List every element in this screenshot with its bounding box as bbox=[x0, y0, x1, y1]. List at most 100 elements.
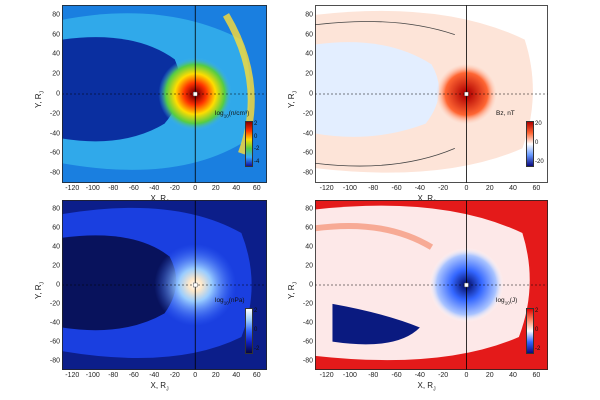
plot-area-1 bbox=[62, 5, 267, 183]
colorbar-title: log10(n/cm³) bbox=[215, 110, 249, 118]
colorbar bbox=[245, 121, 253, 167]
colorbar-tick-label: 0 bbox=[535, 140, 539, 146]
x-tick-label: -40 bbox=[149, 185, 160, 192]
x-axis-label: X, RJ bbox=[151, 381, 169, 393]
y-tick-label: -80 bbox=[49, 357, 60, 365]
x-tick-label: -120 bbox=[65, 185, 80, 192]
x-tick-label: -100 bbox=[85, 185, 100, 192]
x-tick-label: -20 bbox=[438, 372, 449, 379]
planet-marker bbox=[193, 91, 198, 97]
x-tick-label: -120 bbox=[319, 372, 334, 379]
x-tick-label: 20 bbox=[211, 372, 220, 379]
planet-marker bbox=[193, 282, 198, 288]
contour-line-north bbox=[315, 21, 455, 36]
colorbar bbox=[245, 308, 253, 354]
y-axis-label-sub: J bbox=[292, 281, 299, 285]
y-tick-label: -20 bbox=[302, 110, 313, 118]
x-axis-label-text: X, R bbox=[417, 381, 434, 390]
x-tick-label: 40 bbox=[232, 185, 241, 192]
x-tick-label: 20 bbox=[485, 372, 494, 379]
x-tick-label: -80 bbox=[108, 185, 119, 192]
tail-field-region bbox=[315, 42, 439, 137]
tail-lobe-region bbox=[62, 235, 177, 331]
colorbar-tick-label: -2 bbox=[254, 146, 260, 153]
y-axis-label: Y, RJ bbox=[34, 91, 46, 108]
y-axis-label-sub: J bbox=[292, 90, 299, 94]
y-tick-label: 0 bbox=[309, 90, 313, 98]
colorbar-title-base: log bbox=[496, 297, 505, 304]
plot-area-3 bbox=[62, 200, 267, 370]
y-axis-label: Y, RJ bbox=[34, 282, 46, 299]
x-tick-label: 0 bbox=[464, 185, 469, 192]
y-tick-label: 80 bbox=[52, 205, 60, 213]
heatmap-svg-3 bbox=[62, 200, 267, 370]
y-tick-label: -60 bbox=[49, 149, 60, 157]
x-tick-label: -60 bbox=[128, 185, 139, 192]
y-tick-label: 20 bbox=[52, 70, 60, 78]
plot-area-4 bbox=[315, 200, 548, 370]
plot-frame bbox=[62, 5, 267, 183]
x-tick-label: -60 bbox=[128, 372, 139, 379]
x-tick-label: 60 bbox=[532, 185, 541, 192]
y-tick-label: -20 bbox=[49, 110, 60, 118]
y-axis-label-text: Y, R bbox=[34, 284, 43, 299]
plot-frame bbox=[315, 200, 548, 370]
y-tick-label: -60 bbox=[302, 338, 313, 346]
colorbar-tick-label: 2 bbox=[254, 308, 258, 314]
y-axis-label-sub: J bbox=[39, 281, 46, 285]
y-tick-label: -40 bbox=[302, 130, 313, 138]
x-tick-label: -40 bbox=[414, 185, 425, 192]
y-tick-label: -80 bbox=[302, 357, 313, 365]
y-tick-label: 80 bbox=[52, 11, 60, 19]
colorbar-title: Bz, nT bbox=[496, 110, 515, 117]
y-tick-label: 20 bbox=[305, 70, 313, 78]
colorbar-tick-label: -4 bbox=[254, 159, 260, 165]
planet-marker bbox=[464, 282, 469, 288]
x-tick-label: 60 bbox=[532, 372, 541, 379]
x-axis-label-sub: J bbox=[166, 386, 169, 393]
x-tick-label: -100 bbox=[85, 372, 100, 379]
contour-line-south bbox=[315, 148, 455, 167]
y-tick-label: 60 bbox=[305, 31, 313, 39]
y-tick-label: 20 bbox=[305, 262, 313, 270]
x-tick-label: -80 bbox=[368, 185, 379, 192]
tail-low-current-region bbox=[332, 303, 420, 345]
x-tick-label: 20 bbox=[211, 185, 220, 192]
tail-lobe-region bbox=[62, 37, 181, 142]
x-tick-label: 40 bbox=[509, 372, 517, 379]
colorbar-title-base: log bbox=[215, 297, 224, 304]
y-tick-label: -20 bbox=[302, 300, 313, 308]
x-tick-label: -40 bbox=[149, 372, 160, 379]
colorbar-tick-label: -2 bbox=[535, 346, 541, 352]
colorbar-tick-label: 2 bbox=[535, 308, 539, 314]
y-tick-label: -80 bbox=[302, 169, 313, 177]
y-tick-label: 0 bbox=[56, 281, 60, 289]
x-tick-label: 0 bbox=[193, 185, 198, 192]
x-tick-label: 60 bbox=[252, 372, 261, 379]
colorbar-title: log10(nPa) bbox=[215, 297, 245, 305]
colorbar-title-text: Bz, nT bbox=[496, 110, 515, 117]
x-tick-label: 0 bbox=[193, 372, 198, 379]
y-tick-label: 0 bbox=[309, 281, 313, 289]
colorbar-title-base: log bbox=[215, 110, 224, 117]
x-tick-label: -20 bbox=[169, 372, 180, 379]
x-tick-label: 20 bbox=[485, 185, 494, 192]
colorbar-title-rest: (nPa) bbox=[228, 297, 245, 304]
y-tick-label: 40 bbox=[305, 243, 313, 251]
x-axis-label-text: X, R bbox=[150, 381, 167, 390]
y-tick-label: -40 bbox=[49, 130, 60, 138]
colorbar-title-rest: (n/cm³) bbox=[228, 110, 250, 117]
x-tick-label: 60 bbox=[252, 185, 261, 192]
y-tick-label: 60 bbox=[305, 224, 313, 232]
planet-marker bbox=[464, 91, 469, 97]
x-tick-label: -100 bbox=[342, 185, 357, 192]
colorbar-tick-label: -2 bbox=[254, 346, 260, 352]
x-tick-label: -20 bbox=[169, 185, 180, 192]
x-tick-label: 40 bbox=[509, 185, 517, 192]
y-tick-label: -40 bbox=[302, 319, 313, 327]
colorbar-tick-label: 0 bbox=[535, 327, 539, 333]
y-axis-label-text: Y, R bbox=[287, 284, 296, 299]
y-tick-label: 40 bbox=[52, 50, 60, 58]
y-axis-label: Y, RJ bbox=[287, 282, 299, 299]
colorbar-title: log10(J) bbox=[496, 297, 517, 305]
